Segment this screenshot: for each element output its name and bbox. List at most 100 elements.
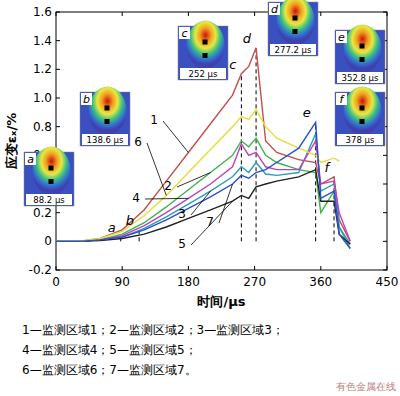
inset-time-bg [82,134,128,145]
label-leader [163,121,188,152]
inset-time: 88.2 μs [33,195,65,205]
x-tick [387,266,388,270]
inset-letter: e [338,31,345,44]
x-tick [387,12,388,16]
series-line [56,122,350,248]
inset-point [105,119,110,124]
inset: c252 μs [178,21,228,80]
x-tick [122,12,123,16]
x-tick [320,266,321,270]
x-tick [254,266,255,270]
x-tick-label: 0 [52,275,60,289]
marker-letter: d [243,31,252,46]
inset-time-bg [337,72,383,83]
legend-text: 4—监测区域4；5—监测区域5； [22,343,197,357]
y-tick-label: 1.2 [33,62,52,76]
marker-line [256,48,257,242]
series-line [56,170,350,245]
series-line [56,141,350,241]
series-label: 4 [132,191,140,205]
marker-letter: a [108,220,116,235]
inset-point [49,166,54,171]
x-tick [56,12,57,16]
label-leader [191,201,233,245]
x-tick [320,12,321,16]
y-tick [56,98,60,99]
inset-time-bg [26,194,72,205]
x-tick-label: 360 [309,275,332,289]
series-group [56,48,350,249]
inset-point [293,29,298,34]
y-tick-label: 0 [44,234,52,248]
inset-time: 138.6 μs [87,135,124,145]
inset-point [203,40,208,45]
watermark: 有色金属在线 [336,381,396,392]
plot-frame [56,12,387,270]
inset-point [360,57,365,62]
inset-letter-bg [336,31,347,43]
y-tick [383,155,387,156]
y-tick [383,12,387,13]
inset-heat [344,87,382,136]
inset-point [360,106,365,111]
inset-time-bg [270,44,316,55]
x-tick [188,266,189,270]
y-tick [383,241,387,242]
label-leader [219,184,233,223]
chart: 090180270360450-0.200.20.40.60.81.01.21.… [0,0,400,396]
inset-letter-bg [269,3,280,15]
legend-text: 6—监测区域6；7—监测区域7。 [22,363,197,377]
series-label: 1 [150,113,158,127]
inset-point [49,179,54,184]
y-tick-label: -0.2 [29,263,52,277]
inset: b 138.6 μs [80,87,130,146]
series-label: 6 [134,135,142,149]
x-tick [188,12,189,16]
inset: a 88.2 μs [24,147,74,206]
inset-heat [89,87,127,136]
marker-letter: f [324,160,331,175]
inset-heat [33,147,71,196]
x-tick-label: 270 [243,275,266,289]
y-tick [383,212,387,213]
inset-letter-bg [179,27,190,39]
y-tick [383,184,387,185]
x-tick [122,266,123,270]
y-tick [56,212,60,213]
inset: e352.8 μs [335,25,385,84]
inset: d 277.2 μs [268,0,318,56]
marker-letter: e [303,105,311,120]
y-tick-label: 1.6 [33,5,52,19]
inset-time: 277.2 μs [275,45,312,55]
inset-point [293,16,298,21]
y-tick-label: 0.2 [33,206,52,220]
y-tick [56,69,60,70]
marker-line [241,74,242,242]
y-tick [56,12,60,13]
x-tick-label: 90 [115,275,130,289]
x-tick [254,12,255,16]
inset-letter: c [181,27,187,40]
label-leader [147,143,166,195]
inset-time-bg [337,134,383,145]
inset-letter: d [271,3,279,16]
inset: f 378 μs [335,87,385,146]
label-leader [177,173,210,187]
inset-time-bg [180,68,226,79]
series-label: 2 [164,179,172,193]
series-label: 5 [178,237,186,251]
inset-time: 378 μs [346,135,375,145]
label-leader [191,191,210,215]
x-axis-label: 时间/μs [197,294,245,309]
y-tick-label: 0.8 [33,120,52,134]
inset-heat [344,25,382,74]
inset-letter: b [83,93,90,106]
inset-letter-bg [25,153,36,165]
series-line [56,134,350,244]
x-tick-label: 450 [376,275,399,289]
inset-letter: a [27,153,34,166]
y-tick [56,40,60,41]
series-label: 7 [206,215,214,229]
series-label: 3 [178,207,186,221]
inset-letter: f [340,93,346,106]
